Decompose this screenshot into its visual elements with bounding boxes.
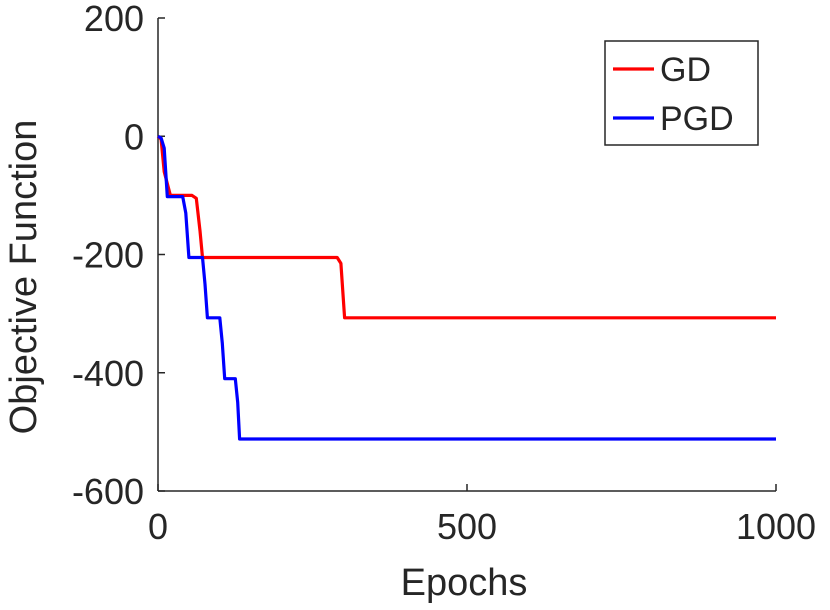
series-group xyxy=(156,134,776,441)
y-tick-label: 0 xyxy=(124,116,144,157)
y-tick-label: 200 xyxy=(84,0,144,39)
legend-label-pgd: PGD xyxy=(660,100,734,138)
x-tick-label: 500 xyxy=(437,506,497,547)
legend: GD PGD xyxy=(604,40,759,146)
legend-box xyxy=(604,40,759,146)
y-tick-label: -600 xyxy=(72,471,144,512)
legend-label-gd: GD xyxy=(660,51,711,89)
x-tick-label: 0 xyxy=(148,506,168,547)
y-tick-label: -400 xyxy=(72,353,144,394)
series-line-gd xyxy=(156,135,776,320)
y-axis-title: Objective Function xyxy=(3,120,45,435)
series-line-pgd xyxy=(157,134,776,441)
plot-area: 0 500 1000 200 0 -200 -400 -600 xyxy=(72,0,816,547)
x-tick-label: 1000 xyxy=(736,506,816,547)
y-tick-label: -200 xyxy=(72,235,144,276)
x-axis-title: Epochs xyxy=(401,562,528,604)
ticks: 0 500 1000 200 0 -200 -400 -600 xyxy=(72,0,816,547)
